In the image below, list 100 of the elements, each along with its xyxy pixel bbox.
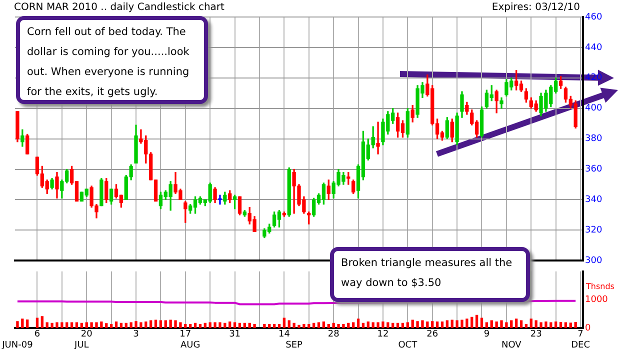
bar (406, 322, 409, 328)
bar (198, 324, 202, 328)
bar (372, 322, 374, 328)
bar (214, 322, 216, 328)
bar (490, 320, 493, 328)
bar (233, 322, 236, 328)
x-tick-label: SEP (286, 340, 304, 349)
bar (40, 316, 44, 328)
bar (130, 322, 132, 328)
bar (154, 320, 158, 328)
bar (574, 322, 577, 328)
bar (46, 322, 48, 328)
bar (386, 322, 390, 328)
x-tick-label: OCT (398, 340, 418, 349)
bar (308, 324, 310, 328)
bar (554, 321, 558, 328)
bar (421, 320, 424, 328)
chart-subtitle: Expires: 03/12/10 (492, 2, 580, 13)
bar (544, 321, 548, 328)
y-tick-label: 380 (585, 134, 602, 144)
bar (411, 320, 414, 328)
chart-title: CORN MAR 2010 .. daily Candlestick chart (14, 2, 224, 13)
bar (298, 324, 300, 328)
bar (60, 322, 64, 328)
y-tick-label: 340 (585, 195, 602, 206)
bar (456, 320, 458, 328)
bar (401, 322, 404, 328)
y-tick-label: 320 (585, 225, 602, 236)
bar (392, 322, 394, 328)
x-tick-label: 31 (229, 330, 241, 340)
bar (356, 318, 360, 328)
bar (396, 322, 400, 328)
y-tick-label: 1000 (585, 295, 608, 306)
bar (534, 320, 538, 328)
bar (189, 324, 192, 328)
bar (500, 320, 503, 328)
bar (75, 322, 78, 328)
x-tick-label: 3 (133, 330, 139, 340)
bar (559, 322, 562, 328)
y-tick-label: 440 (585, 42, 602, 53)
x-tick-label: 20 (80, 330, 93, 340)
bar (164, 320, 167, 328)
bar (50, 322, 54, 328)
x-tick-label: 26 (426, 330, 438, 340)
bar (110, 324, 113, 328)
bar (224, 322, 226, 328)
y-tick-label: 400 (585, 104, 602, 114)
bar (347, 322, 350, 328)
bar (564, 322, 568, 328)
bar (352, 322, 355, 328)
x-tick-label: 12 (377, 330, 389, 340)
bar (540, 322, 542, 328)
bar (85, 322, 88, 328)
bar (292, 322, 296, 328)
bar (100, 321, 103, 328)
bar (278, 324, 281, 328)
bar (21, 318, 24, 328)
bar (524, 324, 528, 328)
bar (337, 324, 340, 328)
bar (366, 321, 370, 328)
bar (450, 320, 454, 328)
bar (446, 320, 449, 328)
bar (495, 321, 498, 328)
y-tick-label: 360 (585, 164, 602, 175)
bar (184, 324, 187, 328)
x-tick-label: 23 (530, 330, 542, 340)
bar (134, 321, 138, 328)
y-axis-title: Thsnds (586, 282, 614, 291)
bar (440, 321, 444, 328)
bar (114, 321, 118, 328)
bar (342, 324, 345, 328)
bar (475, 314, 478, 328)
y-tick-label: 420 (585, 73, 602, 84)
x-tick-label: JUL (74, 340, 89, 349)
bar (248, 322, 251, 328)
bar (416, 321, 419, 328)
bar (505, 322, 508, 328)
bar (431, 321, 434, 328)
bar (530, 318, 532, 328)
bar (80, 322, 84, 328)
annotation: Corn fell out of bed today. The dollar is coming for you.....look out. When everyone is running for the exits, it gets ugly. (16, 16, 208, 104)
annotation: Broken triangle measures all the way down to $3.50 (330, 247, 530, 302)
bar (376, 322, 380, 328)
bar (550, 322, 552, 328)
y-tick-label: 460 (585, 12, 602, 22)
x-tick-label: 14 (278, 330, 290, 340)
bar (70, 322, 74, 328)
bar (120, 322, 123, 328)
bar (149, 320, 152, 328)
y-tick-label: 300 (585, 256, 602, 266)
bar (317, 322, 320, 328)
bar (238, 322, 242, 328)
bar (302, 324, 306, 328)
bar (288, 320, 290, 328)
bar (362, 322, 365, 328)
x-tick-label: 28 (328, 330, 340, 340)
x-tick-label: JUN-09 (1, 340, 34, 349)
bar (466, 318, 468, 328)
x-tick-label: 6 (34, 330, 40, 340)
bar (36, 318, 39, 328)
